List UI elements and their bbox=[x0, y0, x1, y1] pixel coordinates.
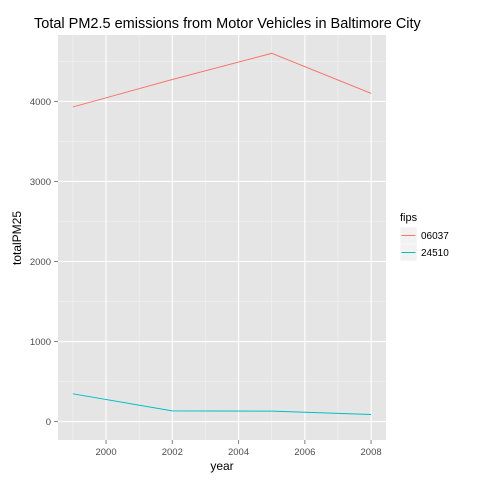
y-tick-label: 3000 bbox=[30, 177, 51, 188]
series-line-06037 bbox=[72, 52, 372, 108]
y-tick-labels: 0 1000 2000 3000 4000 bbox=[30, 97, 51, 428]
x-tick-label: 2000 bbox=[95, 447, 116, 458]
y-tick-label: 2000 bbox=[30, 257, 51, 268]
legend: fips 06037 24510 bbox=[399, 212, 449, 262]
x-tick-label: 2004 bbox=[228, 447, 249, 458]
chart-title: Total PM2.5 emissions from Motor Vehicle… bbox=[34, 16, 422, 32]
x-tick-label: 2002 bbox=[162, 447, 183, 458]
legend-title: fips bbox=[400, 212, 418, 224]
plot-panel bbox=[58, 35, 386, 440]
legend-label-06037: 06037 bbox=[421, 231, 449, 242]
y-tick-label: 0 bbox=[46, 417, 51, 428]
major-gridlines bbox=[58, 35, 386, 440]
y-tick-label: 4000 bbox=[30, 97, 51, 108]
legend-items: 06037 24510 bbox=[399, 226, 449, 262]
series-lines bbox=[72, 52, 372, 416]
x-axis-title: year bbox=[210, 459, 233, 473]
y-tick-label: 1000 bbox=[30, 337, 51, 348]
axis-ticks bbox=[54, 100, 372, 444]
series-line-24510 bbox=[72, 393, 372, 416]
y-axis-title: totalPM25 bbox=[10, 211, 24, 265]
x-tick-label: 2008 bbox=[361, 447, 382, 458]
minor-gridlines bbox=[58, 35, 386, 440]
x-tick-labels: 2000 2002 2004 2006 2008 bbox=[95, 447, 381, 458]
x-tick-label: 2006 bbox=[294, 447, 315, 458]
legend-label-24510: 24510 bbox=[421, 248, 449, 259]
